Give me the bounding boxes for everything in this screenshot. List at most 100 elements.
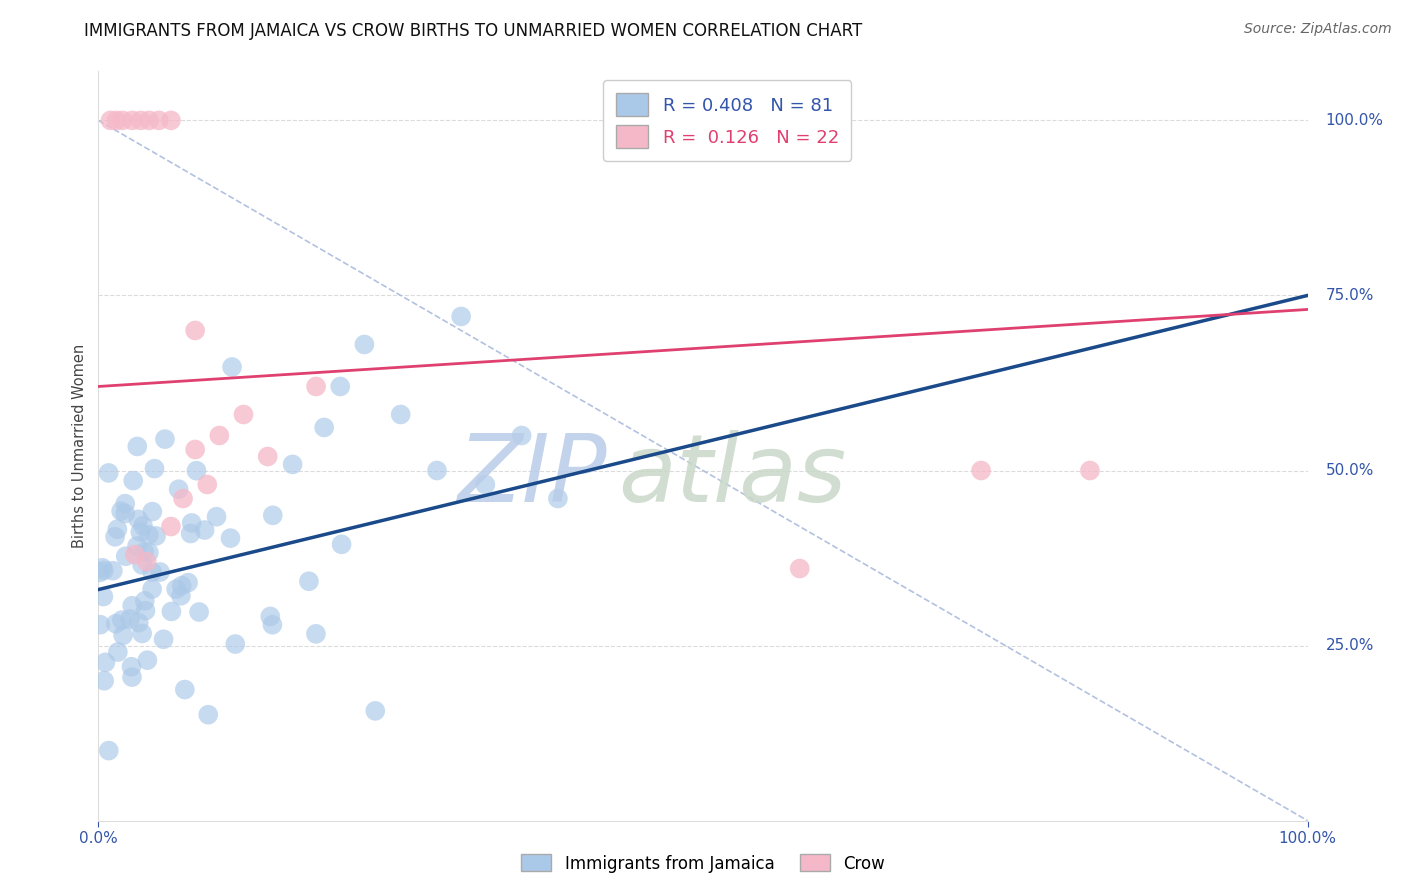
Point (141, 565, 163, 579)
Point (152, 632, 174, 647)
Point (789, 561, 811, 575)
Point (111, 113, 134, 128)
Point (353, 337, 375, 351)
Point (114, 507, 136, 521)
Point (173, 682, 195, 697)
Point (281, 458, 304, 472)
Point (1078, 463, 1101, 477)
Point (180, 516, 202, 530)
Legend: R = 0.408   N = 81, R =  0.126   N = 22: R = 0.408 N = 81, R = 0.126 N = 22 (603, 80, 852, 161)
Point (114, 497, 136, 511)
Point (184, 442, 207, 457)
Text: 100.0%: 100.0% (1326, 113, 1384, 128)
Point (180, 526, 202, 541)
Point (110, 504, 132, 518)
Point (93, 590, 115, 604)
Point (329, 379, 352, 393)
Point (141, 582, 163, 596)
Point (195, 477, 218, 491)
Point (122, 474, 145, 488)
Point (160, 519, 183, 533)
Point (160, 604, 183, 618)
Point (121, 599, 143, 613)
Text: ZIP: ZIP (457, 431, 606, 522)
Point (167, 482, 190, 496)
Point (259, 609, 281, 624)
Text: 25.0%: 25.0% (1326, 638, 1374, 653)
Point (135, 555, 157, 569)
Point (232, 408, 254, 422)
Point (121, 113, 143, 128)
Point (153, 432, 176, 446)
Point (91, 561, 114, 575)
Point (305, 627, 328, 641)
Point (177, 575, 200, 590)
Point (131, 626, 153, 640)
Point (143, 461, 166, 475)
Point (364, 704, 387, 718)
Point (131, 558, 153, 572)
Point (138, 545, 160, 559)
Text: 75.0%: 75.0% (1326, 288, 1374, 303)
Point (450, 310, 472, 324)
Point (170, 589, 193, 603)
Point (510, 428, 533, 442)
Point (184, 323, 207, 337)
Point (256, 450, 278, 464)
Point (112, 628, 135, 642)
Point (188, 605, 211, 619)
Point (104, 530, 127, 544)
Point (89, 566, 111, 580)
Point (121, 659, 143, 673)
Point (129, 524, 152, 539)
Point (118, 612, 141, 626)
Point (314, 420, 336, 434)
Point (132, 518, 155, 533)
Point (547, 491, 569, 506)
Point (298, 574, 321, 589)
Point (205, 509, 228, 524)
Point (94, 656, 117, 670)
Point (389, 408, 412, 422)
Point (165, 582, 187, 596)
Point (194, 523, 217, 537)
Point (172, 491, 194, 506)
Point (93, 673, 115, 688)
Point (141, 505, 163, 519)
Text: 50.0%: 50.0% (1326, 463, 1374, 478)
Point (145, 529, 167, 543)
Point (219, 531, 242, 545)
Point (121, 670, 143, 684)
Point (170, 579, 193, 593)
Point (134, 594, 156, 608)
Point (186, 464, 208, 478)
Legend: Immigrants from Jamaica, Crow: Immigrants from Jamaica, Crow (515, 847, 891, 880)
Point (148, 113, 170, 128)
Point (149, 565, 172, 579)
Point (111, 613, 134, 627)
Text: atlas: atlas (619, 431, 846, 522)
Point (97, 466, 120, 480)
Point (474, 477, 496, 491)
Point (125, 539, 148, 553)
Point (262, 617, 284, 632)
Point (221, 359, 243, 374)
Point (127, 512, 149, 526)
Point (224, 637, 246, 651)
Point (262, 508, 284, 523)
Point (107, 645, 129, 659)
Point (107, 522, 129, 536)
Point (129, 113, 152, 128)
Point (127, 439, 149, 453)
Point (970, 463, 993, 477)
Point (208, 428, 231, 442)
Point (138, 528, 160, 542)
Point (105, 113, 128, 128)
Y-axis label: Births to Unmarried Women: Births to Unmarried Women (72, 344, 87, 548)
Point (136, 653, 159, 667)
Point (124, 548, 146, 562)
Point (330, 537, 353, 551)
Point (134, 604, 156, 618)
Point (134, 545, 156, 559)
Point (114, 549, 136, 564)
